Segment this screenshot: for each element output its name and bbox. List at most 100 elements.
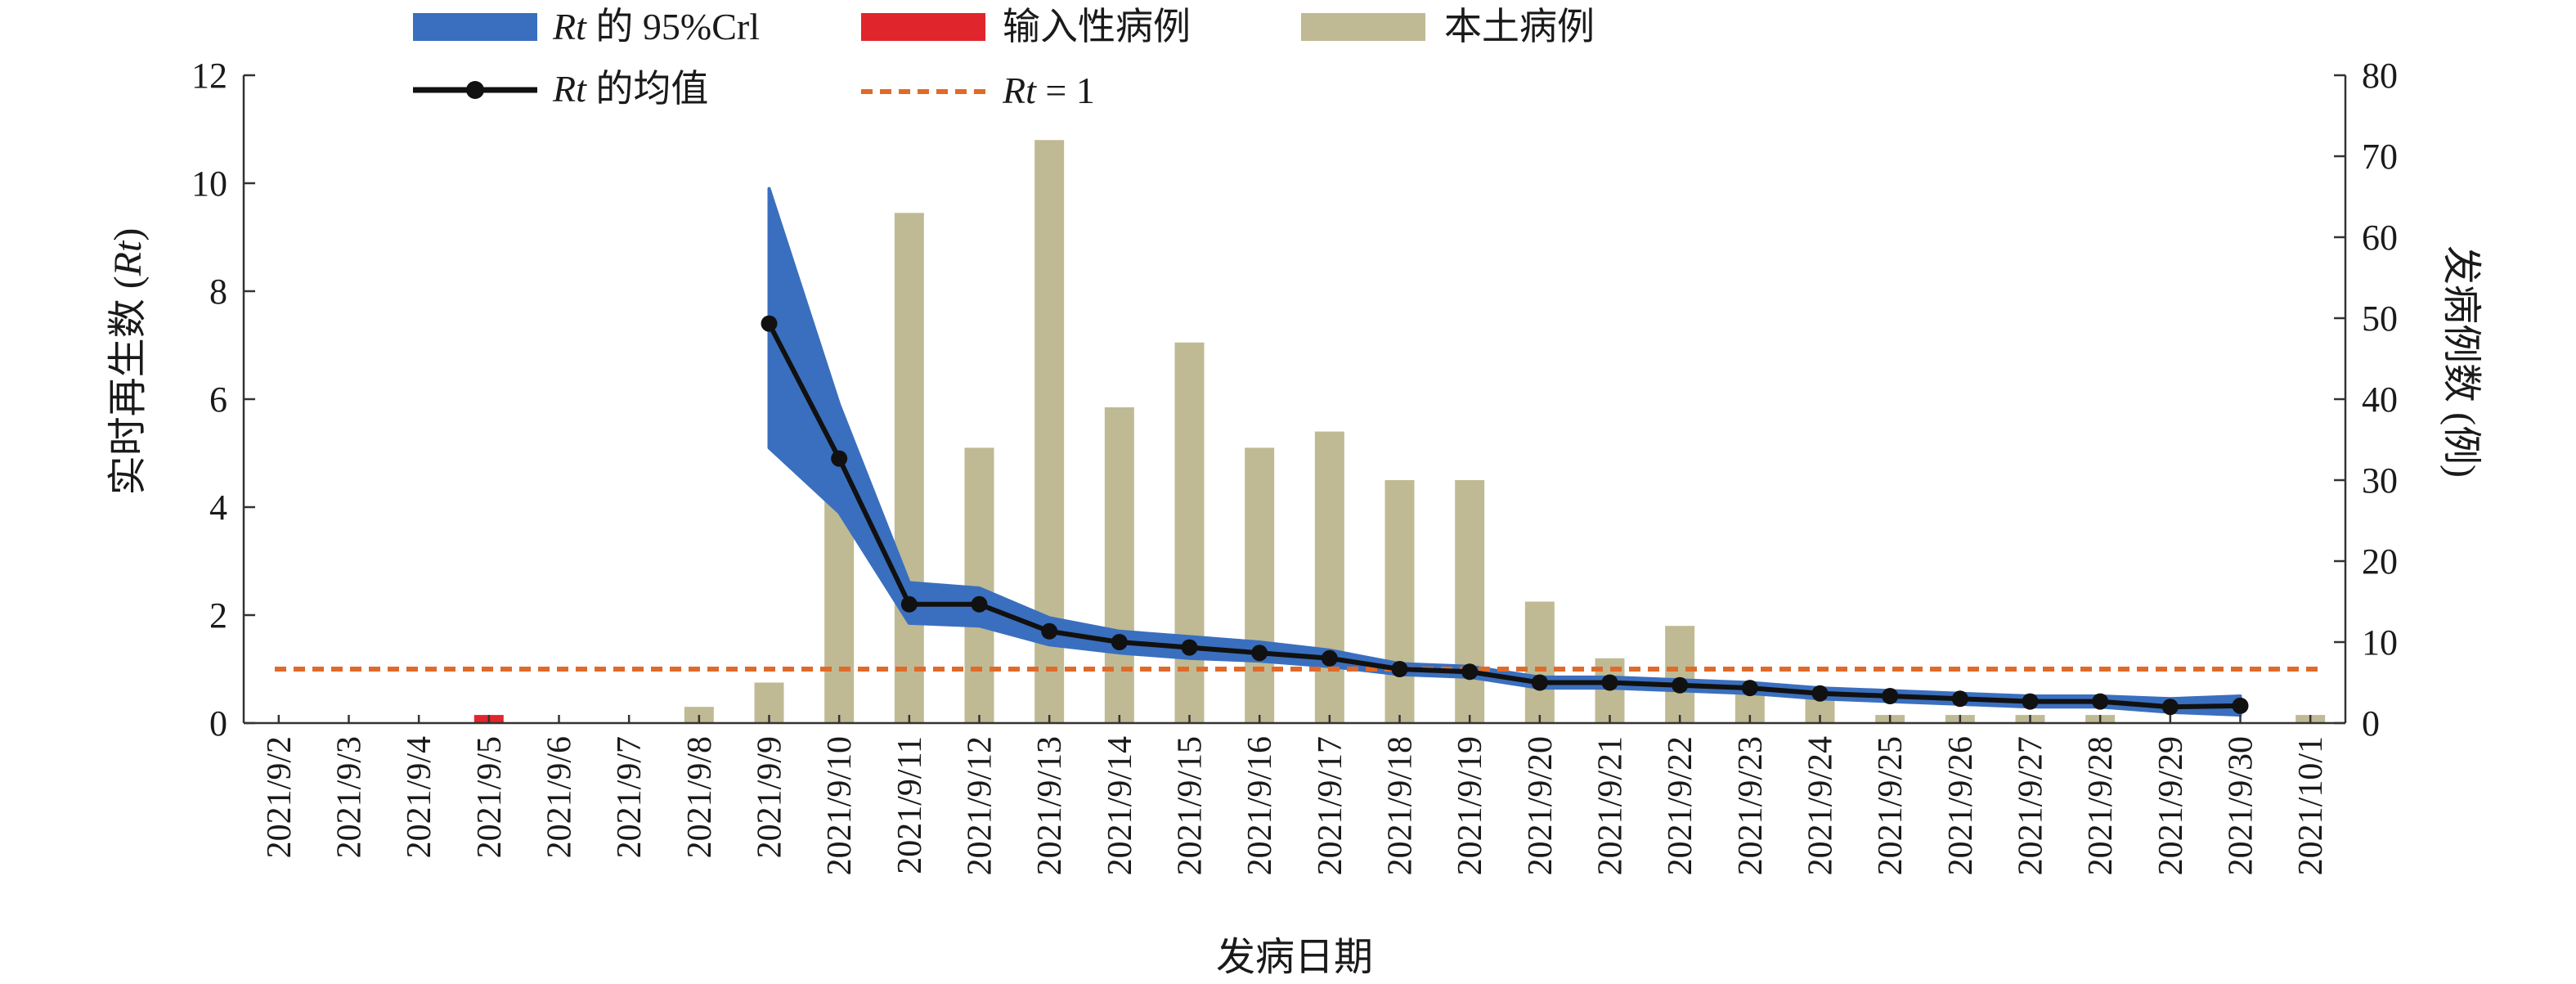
left-y-tick-label: 10 bbox=[191, 164, 227, 204]
x-tick-label: 2021/9/6 bbox=[541, 736, 579, 858]
x-tick-label: 2021/9/27 bbox=[2013, 736, 2050, 875]
x-tick-label: 2021/9/15 bbox=[1172, 736, 1209, 875]
legend-item-local: 本土病例 bbox=[1301, 6, 1595, 47]
legend-swatch-imported bbox=[861, 13, 985, 41]
legend-swatch-band bbox=[413, 13, 537, 41]
x-tick-label: 2021/9/29 bbox=[2152, 736, 2190, 875]
left-y-tick-label: 2 bbox=[209, 595, 227, 636]
rt-mean-point-2021/9/16 bbox=[1251, 645, 1268, 662]
rt-mean-point-2021/9/23 bbox=[1741, 680, 1758, 697]
x-tick-label: 2021/9/21 bbox=[1592, 736, 1630, 875]
x-tick-label: 2021/9/19 bbox=[1452, 736, 1489, 875]
axis-title-part: Rt bbox=[106, 240, 150, 276]
legend-band-prefix: Rt bbox=[552, 6, 587, 47]
x-tick-label: 2021/9/10 bbox=[821, 736, 859, 875]
x-tick-label: 2021/9/24 bbox=[1802, 736, 1840, 875]
left-y-tick-label: 6 bbox=[209, 380, 227, 420]
left-y-ticks: 0 2 4 6 8 10 12 bbox=[191, 56, 255, 744]
right-y-tick-label: 40 bbox=[2362, 380, 2398, 420]
legend-mean-suffix: 的均值 bbox=[586, 68, 709, 110]
right-y-tick-label: 70 bbox=[2362, 137, 2398, 177]
right-y-tick-label: 80 bbox=[2362, 56, 2398, 96]
rt-mean-point-2021/9/18 bbox=[1391, 661, 1408, 677]
legend-item-mean: Rt 的均值 bbox=[413, 68, 708, 110]
rt-mean-point-2021/9/13 bbox=[1041, 622, 1058, 640]
legend-label-threshold: Rt = 1 bbox=[1002, 70, 1095, 111]
x-tick-label: 2021/9/5 bbox=[471, 736, 509, 858]
legend-label-imported: 输入性病例 bbox=[1003, 6, 1191, 47]
x-tick-label: 2021/9/17 bbox=[1312, 736, 1349, 875]
x-tick-label: 2021/9/26 bbox=[1942, 736, 1980, 875]
x-tick-label: 2021/9/12 bbox=[962, 736, 999, 875]
bar-local-2021/9/15 bbox=[1174, 342, 1205, 723]
x-axis-title: 发病日期 bbox=[1216, 936, 1373, 979]
bar-local-2021/9/19 bbox=[1455, 480, 1485, 723]
rt-mean-point-2021/9/9 bbox=[761, 315, 778, 332]
right-y-tick-label: 20 bbox=[2362, 541, 2398, 582]
bar-local-2021/9/11 bbox=[894, 213, 924, 723]
rt-mean-point-2021/9/15 bbox=[1181, 639, 1198, 656]
legend-band-suffix: 的 95%Crl bbox=[586, 6, 760, 47]
rt-mean-point-2021/9/25 bbox=[1882, 688, 1899, 704]
x-tick-label: 2021/9/22 bbox=[1662, 736, 1699, 875]
legend-swatch-local bbox=[1301, 13, 1425, 41]
rt-mean-point-2021/9/28 bbox=[2092, 693, 2109, 710]
x-tick-label: 2021/9/16 bbox=[1241, 736, 1279, 875]
rt-mean-point-2021/9/22 bbox=[1672, 676, 1689, 694]
rt-mean-point-2021/9/20 bbox=[1531, 674, 1548, 691]
legend-mean-prefix: Rt bbox=[552, 68, 587, 110]
x-tick-label: 2021/9/18 bbox=[1382, 736, 1420, 875]
bar-local-2021/9/20 bbox=[1524, 601, 1555, 723]
bar-local-2021/9/16 bbox=[1245, 447, 1275, 723]
x-tick-label: 2021/9/28 bbox=[2082, 736, 2120, 875]
x-tick-label: 2021/9/20 bbox=[1522, 736, 1560, 875]
x-tick-label: 2021/9/2 bbox=[261, 736, 298, 858]
rt-mean-point-2021/9/21 bbox=[1601, 674, 1618, 691]
bar-local-2021/9/18 bbox=[1384, 480, 1415, 723]
rt-mean-point-2021/9/27 bbox=[2022, 693, 2039, 710]
x-tick-label: 2021/9/13 bbox=[1031, 736, 1069, 875]
x-tick-label: 2021/9/11 bbox=[891, 736, 929, 874]
left-y-tick-label: 4 bbox=[209, 488, 227, 528]
rt-mean-point-2021/9/29 bbox=[2161, 699, 2179, 716]
rt-mean-point-2021/9/30 bbox=[2232, 697, 2249, 714]
rt-mean-point-2021/9/14 bbox=[1111, 634, 1128, 650]
legend-item-imported: 输入性病例 bbox=[861, 6, 1191, 47]
x-ticks: 2021/9/2 2021/9/3 2021/9/4 2021/9/5 2021/9/6… bbox=[261, 715, 2330, 875]
legend-label-band: Rt 的 95%Crl bbox=[552, 6, 760, 47]
bar-local-2021/9/14 bbox=[1104, 407, 1134, 723]
right-y-axis-title: 发病例数 (例) bbox=[2439, 245, 2483, 478]
rt-mean-point-2021/9/10 bbox=[831, 450, 848, 467]
rt-mean-point-2021/9/19 bbox=[1461, 663, 1479, 681]
bar-local-2021/9/17 bbox=[1314, 431, 1344, 723]
rt-mean-point-2021/9/24 bbox=[1811, 685, 1829, 702]
x-tick-label: 2021/9/4 bbox=[401, 736, 438, 858]
rt-mean-point-2021/9/11 bbox=[900, 595, 918, 613]
left-y-tick-label: 12 bbox=[191, 56, 227, 96]
x-tick-label: 2021/9/23 bbox=[1732, 736, 1770, 875]
rt-mean-point-2021/9/26 bbox=[1951, 690, 1968, 708]
rt-mean-line bbox=[766, 322, 2241, 710]
legend-item-threshold: Rt = 1 bbox=[861, 70, 1095, 111]
local-cases-bars bbox=[684, 140, 2326, 723]
x-tick-label: 2021/9/14 bbox=[1102, 736, 1139, 875]
rt-mean-layer bbox=[761, 315, 2249, 716]
x-tick-label: 2021/9/8 bbox=[681, 736, 719, 858]
legend-label-mean: Rt 的均值 bbox=[552, 68, 708, 110]
legend: Rt 的 95%Crl 输入性病例 本土病例 Rt 的均值 Rt = 1 bbox=[413, 6, 1595, 111]
x-tick-label: 2021/9/3 bbox=[331, 736, 369, 858]
right-y-tick-label: 50 bbox=[2362, 299, 2398, 339]
axis-title-part: ) bbox=[106, 228, 150, 241]
legend-label-local: 本土病例 bbox=[1444, 6, 1595, 47]
left-y-axis-title: 实时再生数 (Rt) bbox=[106, 228, 150, 496]
right-y-tick-label: 60 bbox=[2362, 218, 2398, 258]
x-tick-label: 2021/10/1 bbox=[2292, 736, 2330, 875]
left-y-tick-label: 8 bbox=[209, 272, 227, 312]
legend-threshold-suffix: = 1 bbox=[1036, 70, 1095, 111]
legend-item-band: Rt 的 95%Crl bbox=[413, 6, 760, 47]
right-y-tick-label: 0 bbox=[2362, 703, 2380, 744]
axis-title-part: 实时再生数 ( bbox=[106, 276, 150, 495]
right-y-ticks: 0 10 20 30 40 50 60 70 80 bbox=[2334, 56, 2398, 744]
bar-local-2021/9/12 bbox=[964, 447, 994, 723]
